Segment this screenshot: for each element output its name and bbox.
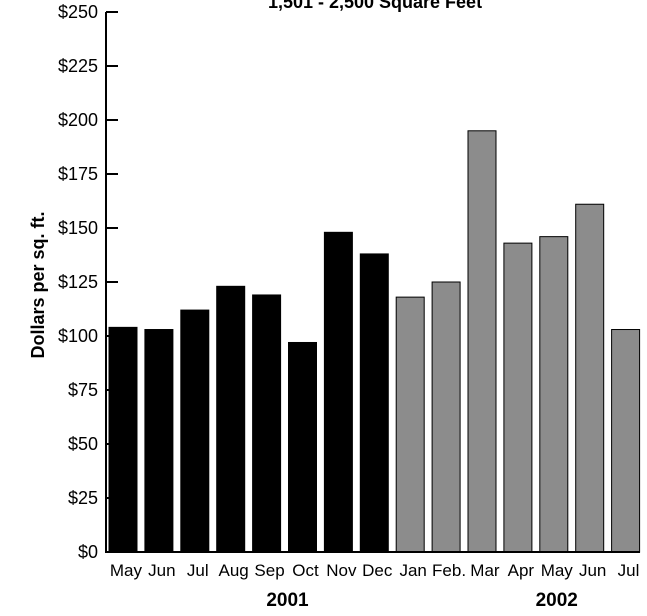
x-category-label: Dec [362,561,393,580]
bar-15 [611,329,641,553]
bar-6 [288,341,317,553]
bar-12 [503,242,533,553]
bar-8 [359,253,389,553]
y-tick-label: $75 [68,380,98,400]
x-category-label: Mar [470,561,500,580]
year-label: 2001 [266,590,309,611]
y-tick-label: $200 [58,110,98,130]
y-tick-label: $125 [58,272,98,292]
x-category-label: Jun [148,561,175,580]
bar-14 [575,203,605,553]
y-tick-label: $25 [68,488,98,508]
y-tick-label: $150 [58,218,98,238]
bar-10 [431,281,461,553]
chart-title: 1,501 - 2,500 Square Feet [268,0,482,12]
bar-2 [144,329,174,553]
x-category-label: Jan [399,561,426,580]
y-tick-label: $250 [58,2,98,22]
x-category-label: Nov [326,561,357,580]
y-tick-label: $225 [58,56,98,76]
bar-7 [323,231,353,553]
bar-13 [539,236,569,553]
y-axis-ticks: $0 $25 $50 $75 $100 $125 $150 $175 $200 $225 $250 [58,2,118,562]
x-category-label: Jul [187,561,209,580]
y-tick-label: $0 [78,542,98,562]
bar-1 [108,326,138,553]
x-category-label: May [110,561,143,580]
x-axis-category-labels: May Jun Jul Aug Sep Oct Nov Dec Jan Feb. Mar Apr May… [110,561,640,580]
x-axis-year-labels: 2001 2002 [266,590,578,611]
x-category-label: Aug [219,561,249,580]
x-category-label: Oct [292,561,319,580]
y-tick-label: $100 [58,326,98,346]
y-axis-label: Dollars per sq. ft. [28,211,48,358]
x-category-label: May [541,561,574,580]
bar-9 [395,296,425,553]
bar-3 [180,309,210,553]
bar-5 [252,294,282,553]
bars [108,130,641,553]
year-label: 2002 [536,590,578,611]
y-tick-label: $50 [68,434,98,454]
bar-11 [467,130,497,553]
x-category-label: Sep [254,561,284,580]
x-category-label: Apr [508,561,535,580]
x-category-label: Jul [618,561,640,580]
x-category-label: Feb. [432,561,466,580]
y-tick-label: $175 [58,164,98,184]
x-category-label: Jun [579,561,606,580]
bar-4 [216,285,246,553]
